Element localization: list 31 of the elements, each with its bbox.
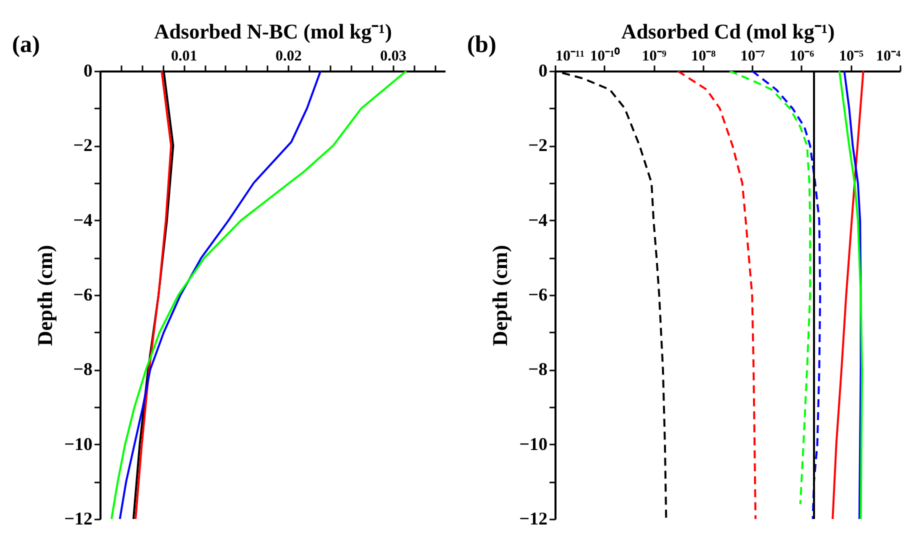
y-tick-label: −12	[64, 508, 92, 528]
x-tick-label: 0.02	[276, 48, 302, 64]
y-tick-label: −4	[528, 210, 548, 230]
x-tick-label: 10⁻⁹	[642, 48, 667, 64]
y-tick-label: −10	[64, 434, 92, 454]
x-tick-label: 0.01	[171, 48, 198, 64]
y-tick-label: −8	[73, 359, 92, 380]
y-tick-label: 0	[84, 60, 92, 80]
x-tick-label: 10⁻¹⁰	[590, 46, 621, 64]
x-tick-label: 10⁻⁵	[838, 48, 864, 64]
y-tick-label: −2	[73, 135, 92, 156]
y-tick-label: −12	[519, 508, 548, 528]
y-tick-label: −6	[73, 284, 92, 304]
x-tick-label: 10⁻¹¹	[556, 48, 584, 64]
x-tick-label: 10⁻⁷	[740, 48, 766, 64]
y-tick-label: −4	[73, 210, 92, 230]
y-tick-label: −6	[528, 284, 548, 304]
y-tick-label: −8	[528, 359, 548, 380]
x-tick-label: 10⁻⁴	[876, 48, 901, 64]
chart-title: (b)	[467, 32, 496, 58]
y-axis-title: Depth (cm)	[33, 245, 58, 346]
y-tick-label: −2	[528, 135, 548, 156]
x-tick-label: 10⁻⁸	[691, 48, 716, 64]
chart-title: (a)	[12, 32, 40, 58]
y-tick-label: 0	[538, 60, 548, 80]
x-axis-title: Adsorbed Cd (mol kg⁻¹)	[621, 20, 835, 44]
y-tick-label: −10	[519, 434, 548, 454]
x-tick-label: 0.03	[380, 48, 406, 64]
x-tick-label: 10⁻⁶	[790, 48, 815, 64]
x-axis-title: Adsorbed N-BC (mol kg⁻¹)	[154, 20, 392, 44]
y-axis-title: Depth (cm)	[488, 245, 512, 346]
